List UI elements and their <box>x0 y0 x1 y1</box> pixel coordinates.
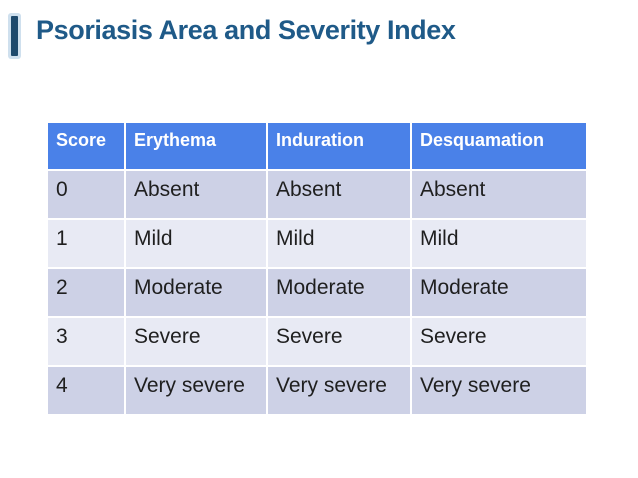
table-cell-score: 3 <box>48 318 124 365</box>
table-cell-score: 2 <box>48 269 124 316</box>
table-cell: Very severe <box>412 367 586 414</box>
title-accent-bar <box>11 16 18 56</box>
header-cell-erythema: Erythema <box>126 123 266 169</box>
page-title: Psoriasis Area and Severity Index <box>36 15 456 45</box>
table-cell: Severe <box>268 318 410 365</box>
table-cell: Mild <box>268 220 410 267</box>
header-cell-induration: Induration <box>268 123 410 169</box>
header-cell-score: Score <box>48 123 124 169</box>
header-cell-desquamation: Desquamation <box>412 123 586 169</box>
table-cell-score: 0 <box>48 171 124 218</box>
table-cell: Moderate <box>268 269 410 316</box>
table-cell: Mild <box>412 220 586 267</box>
table-cell: Mild <box>126 220 266 267</box>
table-cell-score: 1 <box>48 220 124 267</box>
table-cell: Severe <box>126 318 266 365</box>
table-cell: Very severe <box>268 367 410 414</box>
pasi-table: Score Erythema Induration Desquamation 0… <box>48 123 586 414</box>
table-cell: Absent <box>412 171 586 218</box>
table-cell: Very severe <box>126 367 266 414</box>
table-cell: Absent <box>268 171 410 218</box>
table-cell: Severe <box>412 318 586 365</box>
table-cell: Moderate <box>126 269 266 316</box>
table-cell: Moderate <box>412 269 586 316</box>
table-cell-score: 4 <box>48 367 124 414</box>
table-cell: Absent <box>126 171 266 218</box>
